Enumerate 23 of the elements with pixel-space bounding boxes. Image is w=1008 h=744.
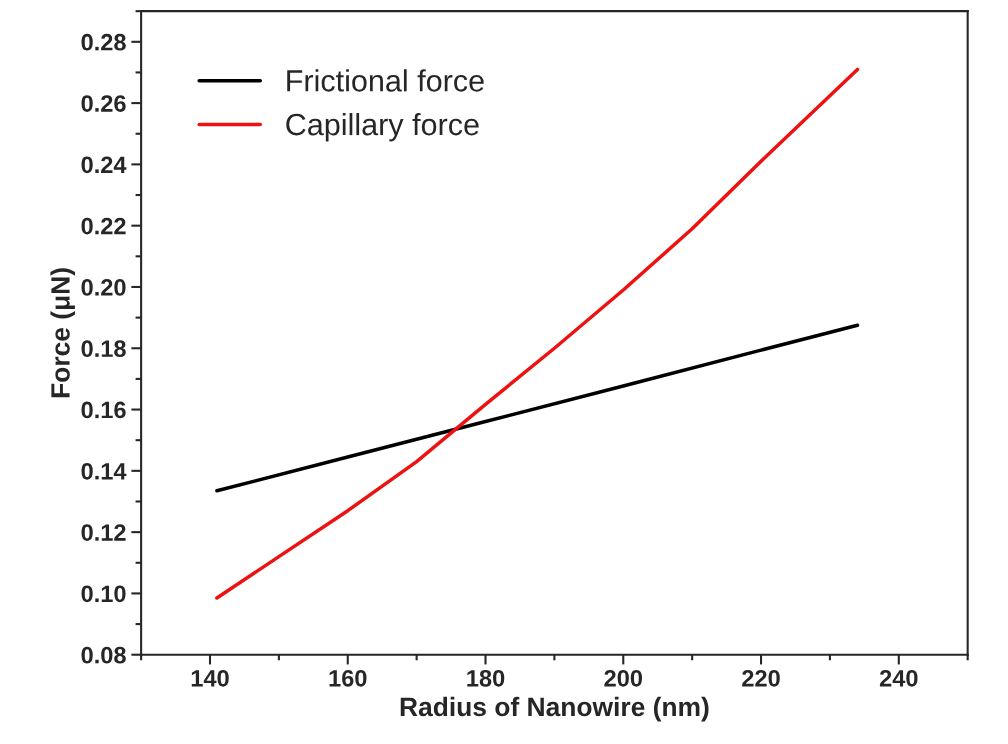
x-axis-title: Radius of Nanowire (nm) [400,696,709,722]
y-tick-label: 0.08 [81,646,126,664]
y-tick-label: 0.20 [81,279,126,296]
legend-label: Frictional force [287,69,484,92]
y-tick-label: 0.22 [81,217,126,235]
x-tick-label: 140 [191,669,229,687]
x-tick-label: 180 [467,669,505,687]
y-tick-label: 0.16 [81,401,126,419]
y-tick-label: 0.26 [81,95,126,112]
y-tick-label: 0.24 [81,156,127,174]
line-series [215,323,860,493]
x-tick-label: 160 [329,669,367,687]
y-tick-label: 0.18 [81,340,126,358]
line-series [215,67,860,600]
y-tick-label: 0.28 [81,33,126,51]
x-tick-label: 200 [604,669,643,687]
x-tick-label: 240 [879,669,918,687]
y-axis-title: Force (μN) [50,268,76,398]
y-tick-label: 0.12 [81,524,126,541]
legend-label: Capillary force [286,112,479,142]
x-tick-label: 220 [742,669,780,687]
y-tick-label: 0.10 [81,585,126,603]
y-tick-label: 0.14 [81,462,127,480]
